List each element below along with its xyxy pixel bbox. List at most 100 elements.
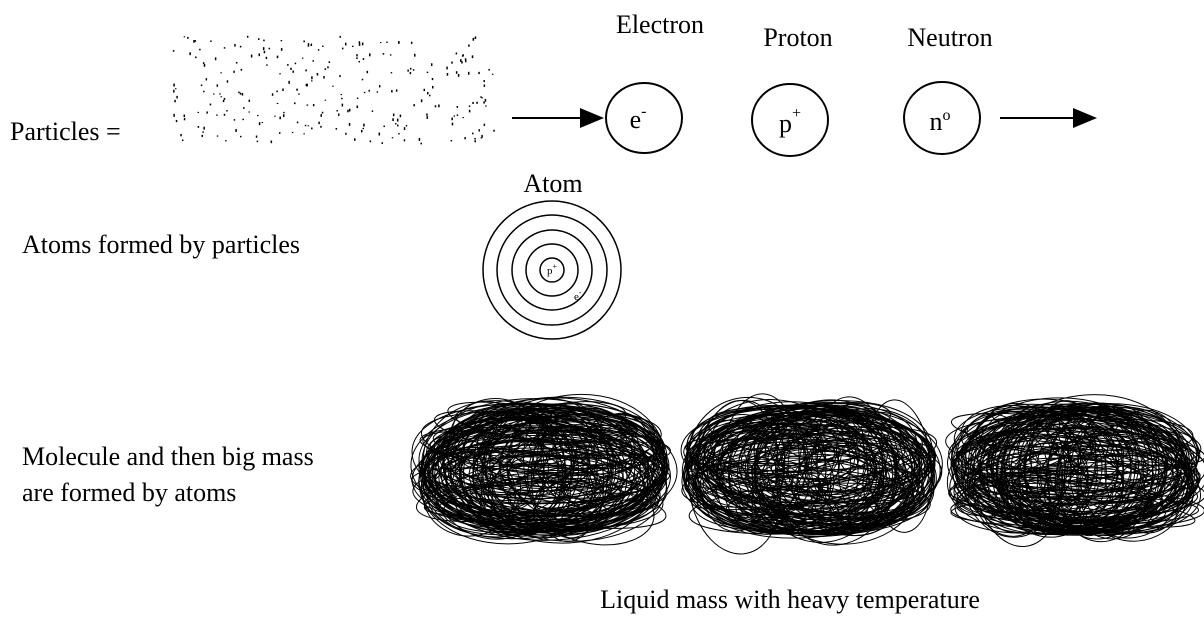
dot xyxy=(356,105,359,109)
dot xyxy=(261,121,264,124)
dot xyxy=(366,70,369,74)
dot xyxy=(369,53,371,57)
dot xyxy=(434,105,437,108)
dot xyxy=(451,122,454,126)
scribble xyxy=(738,408,933,529)
dot xyxy=(173,83,175,87)
dot xyxy=(311,80,313,82)
dot xyxy=(362,127,365,130)
dot xyxy=(356,54,358,57)
dot xyxy=(173,113,175,117)
scribble xyxy=(687,419,782,555)
dot xyxy=(358,60,361,63)
sup: - xyxy=(579,288,582,297)
dot xyxy=(474,36,477,39)
dot xyxy=(348,108,351,112)
scribble xyxy=(411,403,671,525)
dot xyxy=(226,110,228,112)
scribble xyxy=(1046,410,1201,481)
dot xyxy=(358,43,361,46)
scribble xyxy=(710,435,817,474)
dot xyxy=(324,99,327,101)
dot xyxy=(294,62,297,65)
dot xyxy=(468,109,471,113)
symbol: e xyxy=(630,105,642,134)
dot xyxy=(172,50,175,52)
dot xyxy=(210,40,212,42)
scribble xyxy=(951,440,1069,476)
electron-symbol: e- xyxy=(630,103,647,134)
dot xyxy=(189,52,191,56)
symbol: p xyxy=(779,109,792,138)
dot xyxy=(241,93,244,96)
dot xyxy=(360,129,363,133)
dot xyxy=(199,48,201,51)
dot xyxy=(225,140,227,142)
dot xyxy=(320,114,322,117)
dot xyxy=(395,123,397,125)
dot xyxy=(193,40,195,43)
dot xyxy=(335,127,338,130)
scribble xyxy=(431,414,575,517)
dot xyxy=(220,72,222,74)
sup: + xyxy=(792,105,801,122)
dot xyxy=(323,76,325,79)
dot xyxy=(201,134,203,137)
proton-circle xyxy=(751,83,829,157)
dot xyxy=(396,118,399,122)
dot xyxy=(472,132,474,135)
dot xyxy=(483,123,486,126)
dot xyxy=(239,135,242,138)
dot xyxy=(203,90,205,93)
dot xyxy=(397,124,399,127)
particles-label: Particles = xyxy=(10,117,121,146)
dot xyxy=(304,124,307,127)
dot xyxy=(483,101,485,104)
dot xyxy=(287,64,289,66)
dot xyxy=(464,59,467,63)
dot xyxy=(361,78,364,81)
dot xyxy=(390,72,393,74)
dot xyxy=(280,39,283,42)
atom-shells xyxy=(482,200,622,340)
dot xyxy=(420,99,423,103)
dot xyxy=(345,132,347,135)
dot xyxy=(262,47,265,51)
scribble xyxy=(712,421,807,500)
dot xyxy=(205,78,208,81)
dot xyxy=(348,123,351,126)
scribble xyxy=(696,399,786,527)
scribble xyxy=(961,411,1064,538)
scribble xyxy=(962,440,1183,488)
scribble xyxy=(955,413,1032,514)
dot xyxy=(493,129,495,132)
dot xyxy=(378,85,381,88)
dot xyxy=(341,97,343,100)
scribble xyxy=(720,430,920,521)
dot xyxy=(338,113,340,116)
dot xyxy=(427,91,429,95)
dot xyxy=(303,133,305,135)
dot xyxy=(321,111,324,114)
dot xyxy=(453,115,456,117)
dot xyxy=(213,93,215,95)
sup: - xyxy=(641,103,646,120)
scribble xyxy=(1011,454,1192,506)
dot xyxy=(268,47,271,50)
scribble xyxy=(787,407,887,531)
dot xyxy=(291,131,294,134)
dot xyxy=(183,36,186,38)
dot xyxy=(301,57,304,59)
dot xyxy=(276,102,279,105)
dot xyxy=(216,84,219,87)
dot xyxy=(324,68,327,70)
dot xyxy=(426,116,429,119)
dot xyxy=(271,93,274,96)
dot xyxy=(279,73,281,75)
dot xyxy=(235,129,237,132)
dot xyxy=(258,53,261,57)
dot xyxy=(303,40,305,43)
dot xyxy=(361,42,364,46)
dot xyxy=(266,64,268,66)
